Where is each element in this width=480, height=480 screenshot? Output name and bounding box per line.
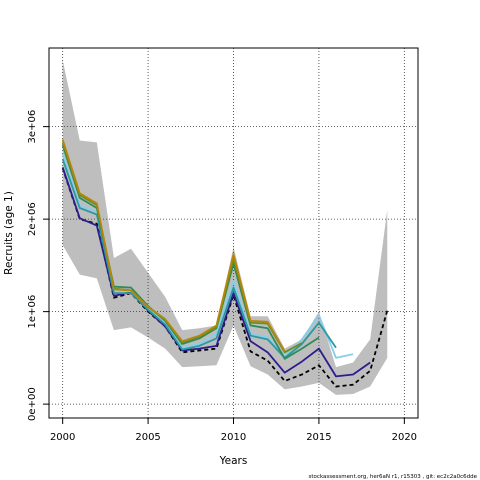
y-tick-label: 1e+06 [27,295,38,329]
series-lines [61,139,389,388]
confidence-band-area [62,60,388,395]
confidence-band [62,60,388,395]
x-tick-label: 2005 [135,432,160,443]
x-tick-label: 2000 [50,432,75,443]
series-line-1 [61,167,389,388]
axes: 2000 2005 2010 2015 2020 0e+00 1e+06 2e+06 3e+06 [27,110,417,443]
y-axis-label: Recruits (age 1) [3,191,15,275]
y-tick-label: 3e+06 [27,110,38,144]
x-tick-label: 2020 [392,432,417,443]
y-tick-label: 2e+06 [27,202,38,236]
series-line-7 [61,139,286,352]
x-axis-label: Years [219,455,248,467]
y-tick-label: 0e+00 [27,387,38,421]
series-line-2 [61,167,371,378]
series-line-4 [61,158,337,359]
x-tick-label: 2010 [221,432,246,443]
footnote: stockassessment.org, her6aN r1, r15303 ,… [309,474,478,480]
x-tick-label: 2015 [306,432,331,443]
